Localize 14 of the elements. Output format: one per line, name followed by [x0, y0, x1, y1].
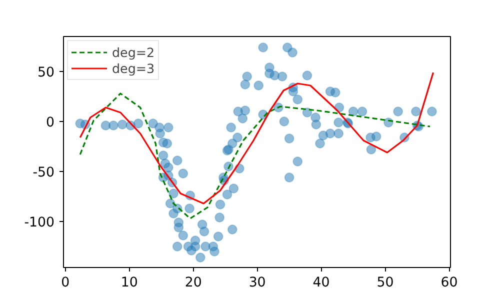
x-tick-label: 30: [248, 276, 266, 290]
y-tick-label: -50: [32, 166, 55, 180]
x-tick-label: 20: [184, 276, 202, 290]
y-tick-label: 50: [38, 66, 55, 80]
y-tick-label: -100: [24, 216, 54, 230]
y-tick-label: 0: [46, 116, 55, 130]
legend-label: deg=2: [112, 44, 155, 60]
x-tick-label: 60: [440, 276, 458, 290]
x-tick-label: 0: [61, 276, 70, 290]
x-tick-label: 10: [120, 276, 138, 290]
x-tick-label: 40: [312, 276, 330, 290]
legend-label: deg=3: [112, 60, 155, 76]
line-series: [79, 92, 431, 220]
x-tick-label: 50: [376, 276, 394, 290]
